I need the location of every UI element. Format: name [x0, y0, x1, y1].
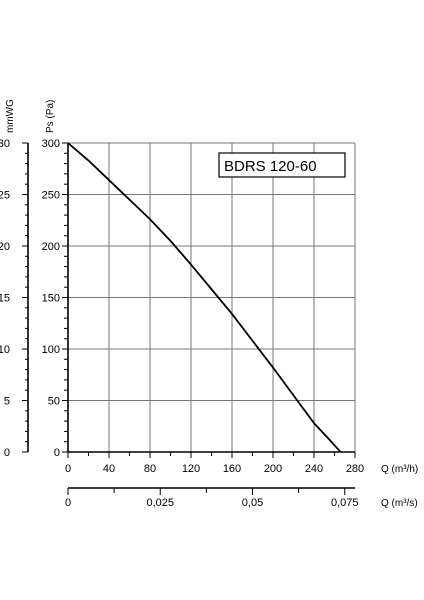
minor-ticks — [22, 142, 356, 495]
x-m3s-tick-label: 0,025 — [146, 497, 174, 509]
y-pa-tick-label: 0 — [54, 447, 60, 459]
x-axis-title-m3h: Q (m³/h) — [381, 464, 418, 475]
x-m3h-tick-label: 120 — [182, 463, 200, 475]
y-mmwg-tick-label: 20 — [0, 241, 10, 253]
performance-curve — [67, 142, 342, 453]
curve-layer — [67, 142, 342, 453]
y-mmwg-tick-label: 25 — [0, 190, 10, 202]
x-axis-title-m3s: Q (m³/s) — [381, 498, 418, 509]
model-label-box — [218, 152, 346, 178]
y-axis-title-pa: Ps (Pa) — [45, 100, 56, 133]
x-m3h-tick-label: 240 — [305, 463, 323, 475]
x-m3h-tick-label: 40 — [103, 463, 115, 475]
x-m3s-tick-label: 0,05 — [242, 497, 263, 509]
y-pa-tick-label: 250 — [42, 190, 60, 202]
y-mmwg-tick-label: 0 — [4, 447, 10, 459]
x-m3s-tick-label: 0,075 — [331, 497, 359, 509]
y-mmwg-tick-label: 10 — [0, 344, 10, 356]
x-m3s-tick-label: 0 — [65, 497, 71, 509]
model-label: BDRS 120-60 — [224, 158, 317, 175]
y-axis-title-mmwg: mmWG — [5, 99, 16, 133]
x-m3h-tick-label: 160 — [223, 463, 241, 475]
x-m3h-tick-label: 80 — [144, 463, 156, 475]
x-m3h-tick-label: 200 — [264, 463, 282, 475]
x-m3h-tick-label: 280 — [346, 463, 364, 475]
y-mmwg-tick-label: 5 — [4, 396, 10, 408]
y-pa-tick-label: 50 — [48, 396, 60, 408]
y-mmwg-tick-label: 15 — [0, 293, 10, 305]
y-pa-tick-label: 200 — [42, 241, 60, 253]
grid-lines — [68, 142, 356, 452]
y-pa-tick-label: 300 — [42, 138, 60, 150]
y-pa-tick-label: 150 — [42, 293, 60, 305]
y-pa-tick-label: 100 — [42, 344, 60, 356]
axes — [27, 143, 355, 489]
x-m3h-tick-label: 0 — [65, 463, 71, 475]
y-mmwg-tick-label: 30 — [0, 138, 10, 150]
